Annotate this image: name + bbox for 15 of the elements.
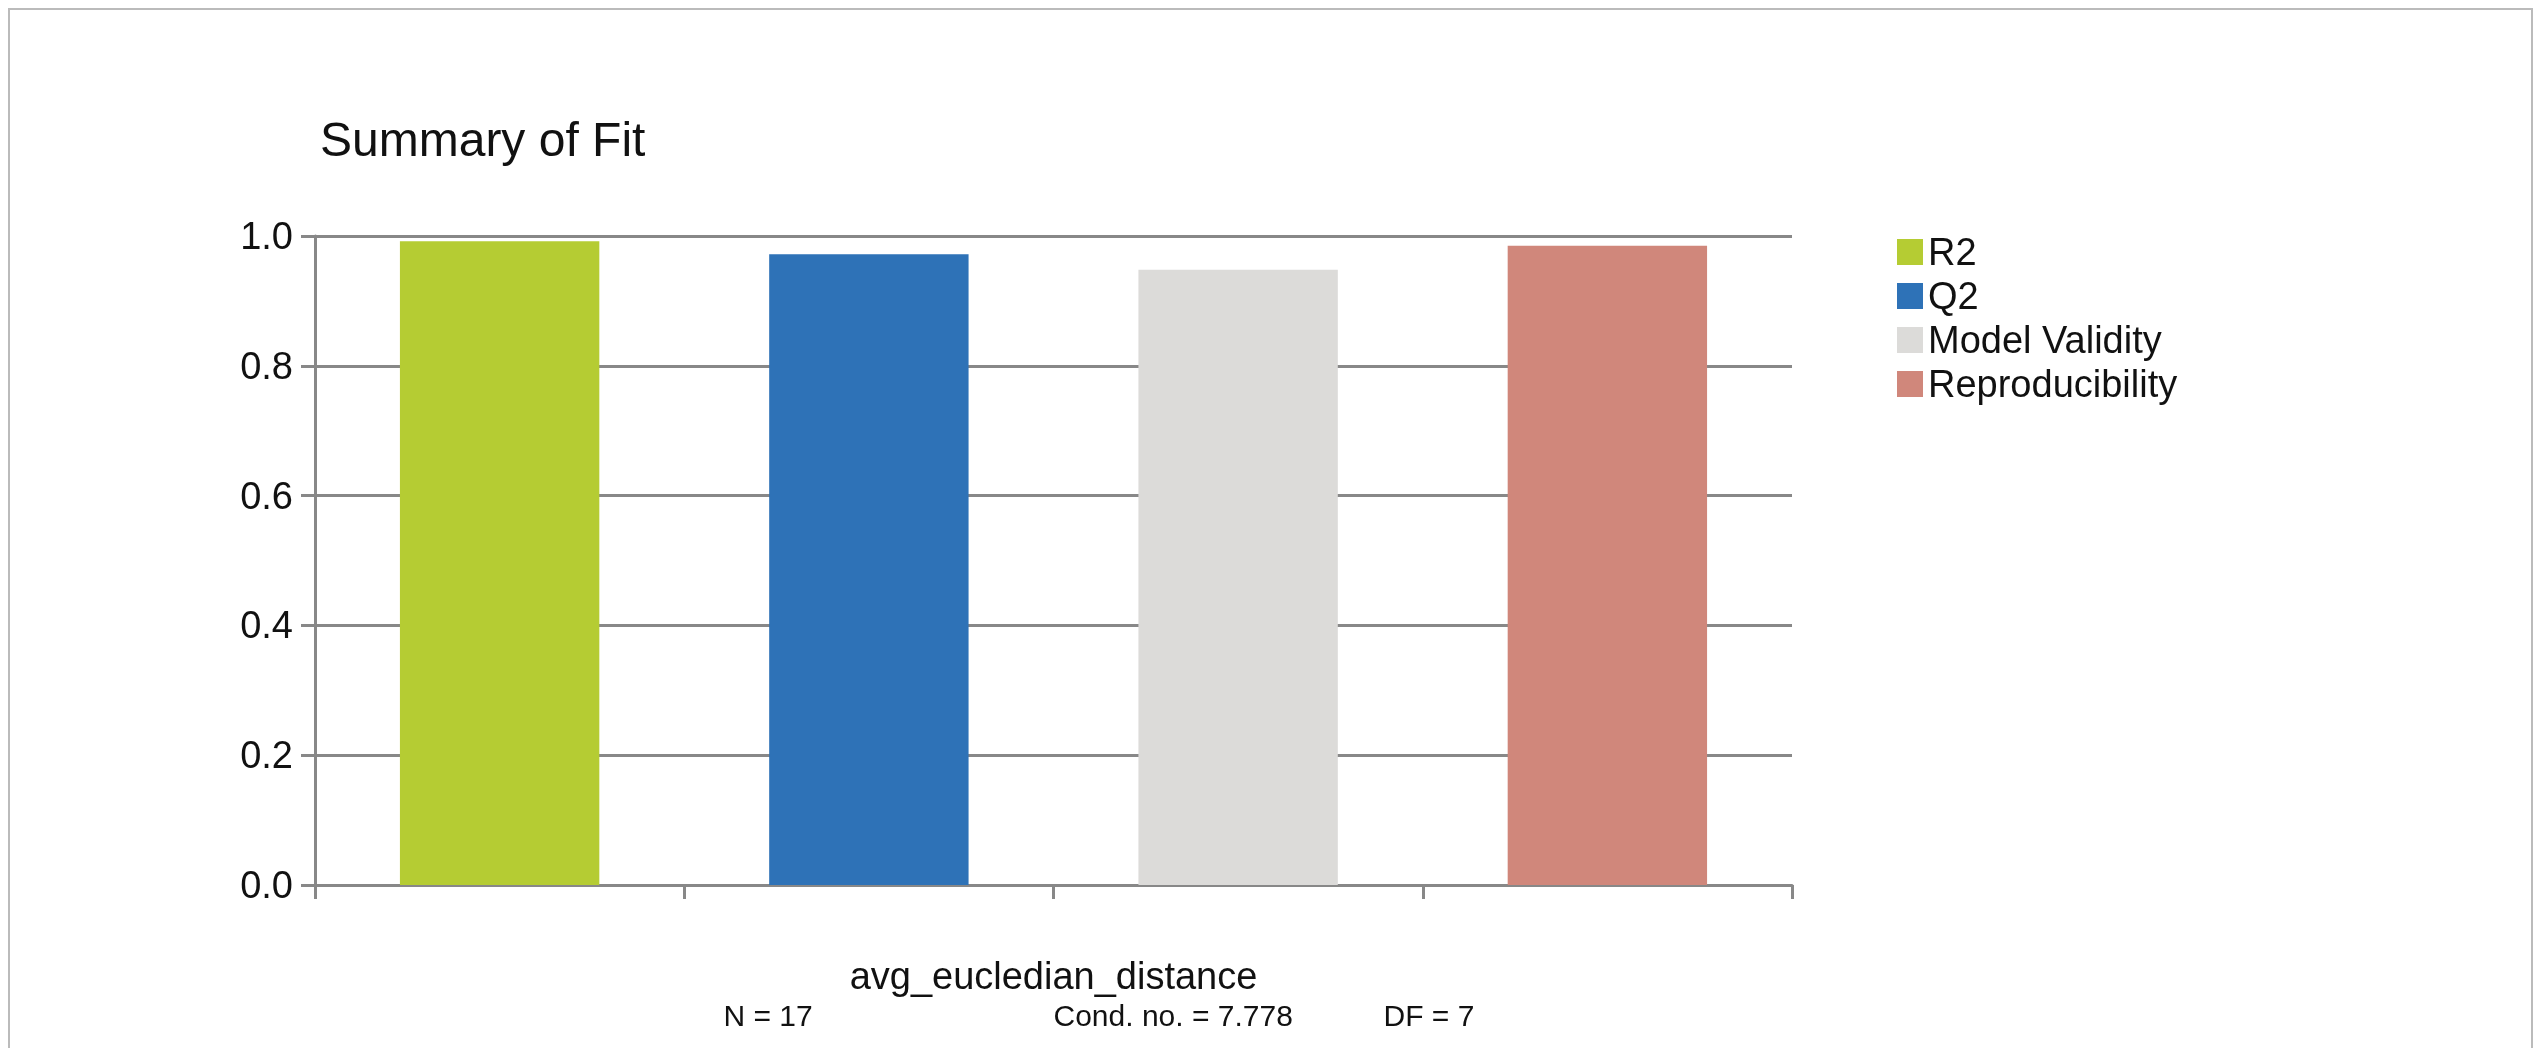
y-tick-label: 0.8 [240, 344, 293, 387]
text: DF = 7 [1383, 998, 1475, 1032]
x-axis-title: avg_eucledian_distance [849, 955, 1258, 997]
chart-title: Summary of Fit [320, 112, 646, 166]
text: Cond. no. = 7.778 [1053, 998, 1293, 1032]
y-tick-label: 1.0 [240, 215, 293, 257]
legend-label: Model Validity [1928, 319, 2162, 361]
y-tick-label: 0.0 [240, 864, 293, 906]
y-tick-label: 0.4 [240, 604, 293, 647]
y-tick-label: 0.6 [240, 474, 293, 517]
text: N = 17 [723, 998, 813, 1032]
legend-label: Q2 [1928, 275, 1979, 317]
y-tick-label: 0.2 [240, 734, 293, 777]
legend-label: R2 [1928, 231, 1977, 273]
legend-label: Reproducibility [1928, 363, 2178, 405]
